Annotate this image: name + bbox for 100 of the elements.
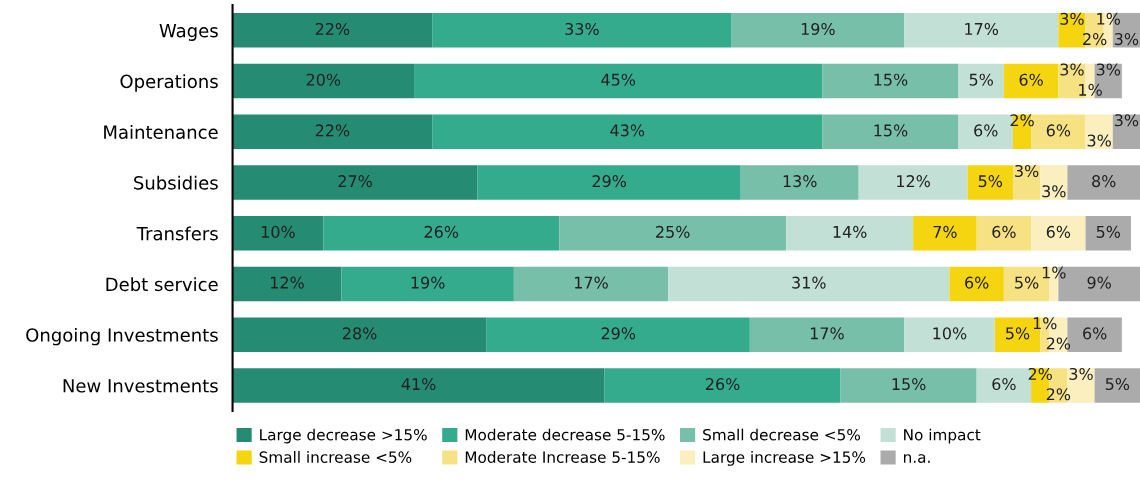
- bar: [1012, 165, 1041, 200]
- data-label: 8%: [1092, 175, 1116, 188]
- data-label: 3%: [1096, 63, 1121, 76]
- bar: [822, 63, 959, 99]
- bar: [232, 317, 487, 352]
- data-label: 27%: [338, 175, 372, 188]
- y-tick-label: Debt service: [106, 277, 218, 292]
- y-tick-label: Maintenance: [104, 124, 218, 139]
- data-label: 6%: [1083, 327, 1107, 340]
- legend-label: Large increase >15%: [703, 451, 866, 466]
- bar: [1112, 114, 1140, 150]
- data-label: 6%: [1019, 73, 1043, 86]
- data-label: 15%: [892, 378, 926, 391]
- data-label: 31%: [792, 276, 826, 289]
- bar: [731, 13, 905, 48]
- data-label: 3%: [1114, 33, 1139, 46]
- data-label: 5%: [1006, 327, 1030, 340]
- data-label: 12%: [897, 175, 931, 188]
- bar: [513, 266, 669, 302]
- legend-label: n.a.: [904, 454, 930, 463]
- data-label: 14%: [833, 225, 867, 238]
- legend-label: Moderate Increase 5-15%: [465, 451, 660, 463]
- data-label: 2%: [1046, 388, 1071, 401]
- data-label: 6%: [974, 124, 998, 137]
- data-label: 41%: [401, 378, 436, 391]
- y-tick-label: Transfers: [136, 226, 218, 241]
- data-label: 1%: [1097, 12, 1121, 25]
- data-label: 19%: [411, 276, 445, 289]
- bar: [668, 266, 950, 302]
- bar: [1003, 63, 1059, 99]
- data-label: 26%: [706, 378, 740, 391]
- bar: [749, 317, 905, 352]
- bar: [1067, 165, 1140, 200]
- data-label: 5%: [1015, 276, 1039, 289]
- bar: [232, 368, 605, 403]
- data-label: 2%: [1046, 337, 1071, 350]
- data-label: 6%: [1046, 124, 1071, 137]
- bar: [341, 266, 514, 302]
- y-tick-label: Wages: [159, 24, 218, 41]
- bar: [840, 368, 977, 403]
- data-label: 10%: [261, 225, 295, 238]
- y-tick-label: Subsidies: [134, 175, 218, 190]
- data-label: 1%: [1042, 266, 1066, 279]
- data-label: 6%: [992, 378, 1016, 391]
- bar: [232, 266, 342, 302]
- data-label: 17%: [965, 22, 999, 35]
- data-label: 22%: [315, 22, 350, 35]
- y-tick-label: Operations: [120, 74, 218, 92]
- bar: [232, 114, 433, 150]
- data-label: 2%: [1083, 33, 1107, 46]
- data-label: 25%: [656, 225, 690, 238]
- bar: [414, 63, 823, 99]
- data-label: 5%: [969, 73, 993, 86]
- y-tick-label: New Investments: [63, 379, 218, 393]
- data-label: 33%: [565, 22, 599, 35]
- data-label: 5%: [1096, 225, 1121, 238]
- bar: [232, 165, 478, 200]
- bar: [967, 165, 1013, 200]
- bar: [904, 317, 995, 352]
- data-label: 7%: [933, 225, 957, 238]
- bar: [958, 63, 1004, 99]
- bar: [786, 216, 914, 251]
- bar: [858, 165, 968, 200]
- data-label: 12%: [271, 276, 304, 289]
- data-label: 1%: [1033, 317, 1057, 330]
- data-label: 6%: [992, 225, 1016, 238]
- y-tick-label: Ongoing Investments: [26, 327, 218, 346]
- bar: [1040, 165, 1068, 200]
- legend-label: No impact: [904, 428, 981, 444]
- data-label: 3%: [1087, 134, 1111, 147]
- data-label: 19%: [801, 22, 835, 35]
- legend-label: Large decrease >15%: [260, 428, 427, 444]
- data-label: 17%: [575, 276, 608, 289]
- data-label: 3%: [1060, 12, 1084, 25]
- bar: [323, 216, 560, 251]
- bar: [913, 216, 977, 251]
- data-label: 6%: [1046, 225, 1071, 238]
- data-label: 9%: [1087, 276, 1111, 289]
- data-label: 26%: [424, 225, 459, 238]
- data-label: 22%: [315, 124, 350, 137]
- data-label: 1%: [1079, 83, 1102, 96]
- legend-label: Small decrease <5%: [703, 428, 860, 441]
- bar: [486, 317, 750, 352]
- data-label: 6%: [965, 276, 989, 289]
- bar: [604, 368, 841, 403]
- bar: [1094, 368, 1140, 403]
- bar: [559, 216, 787, 251]
- data-label: 3%: [1114, 114, 1139, 127]
- data-label: 43%: [610, 124, 645, 137]
- data-label: 5%: [1105, 378, 1130, 391]
- data-label: 29%: [592, 175, 627, 188]
- data-label: 29%: [601, 327, 636, 340]
- data-label: 3%: [1069, 367, 1093, 380]
- data-label: 3%: [1060, 63, 1084, 76]
- bar: [1031, 216, 1086, 251]
- legend-label: Moderate decrease 5-15%: [465, 428, 665, 441]
- bar: [1085, 216, 1131, 251]
- bar: [232, 216, 324, 251]
- data-label: 17%: [810, 327, 844, 340]
- bar: [949, 266, 1004, 302]
